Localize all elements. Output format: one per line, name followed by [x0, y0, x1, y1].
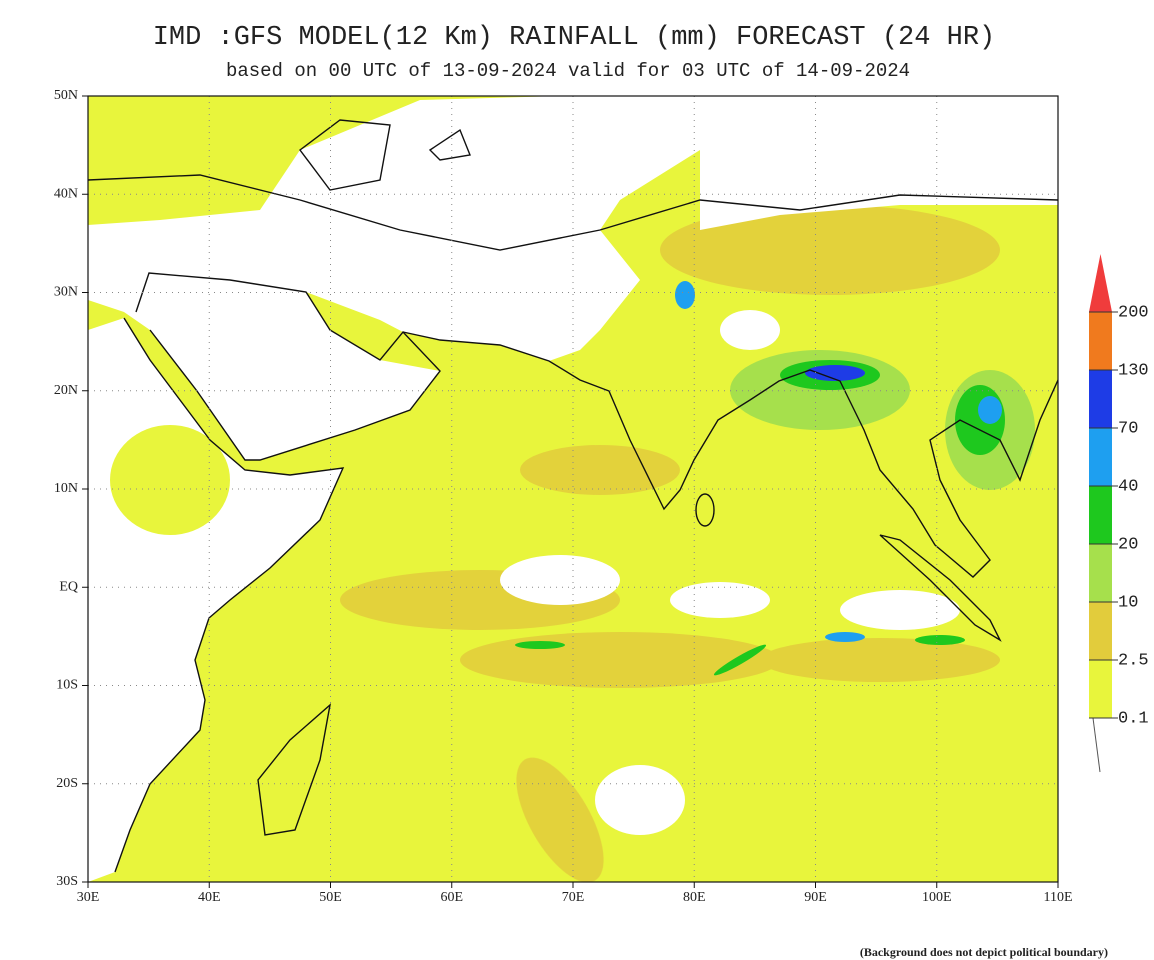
- lon-label: 50E: [319, 890, 342, 905]
- colorbar-label: 2.5: [1118, 651, 1149, 670]
- lon-label: 80E: [683, 890, 706, 905]
- lat-label: EQ: [59, 579, 78, 594]
- colorbar-tail: [1092, 717, 1101, 773]
- lat-label: 50N: [54, 88, 78, 103]
- lon-label: 100E: [922, 890, 952, 905]
- lon-label: 90E: [804, 890, 827, 905]
- colorbar: 0.1 2.5 10 20 40 70 130 200: [1089, 254, 1149, 773]
- colorbar-segment: [1089, 312, 1112, 370]
- coastlines: [88, 119, 1058, 873]
- lat-label: 10N: [54, 481, 78, 496]
- graticule: [88, 96, 1058, 882]
- colorbar-label: 70: [1118, 419, 1138, 438]
- colorbar-segment: [1089, 428, 1112, 486]
- rain-over-land: [100, 115, 230, 535]
- colorbar-segment: [1089, 370, 1112, 428]
- map: [88, 96, 1058, 882]
- lon-label: 30E: [77, 890, 100, 905]
- footer-note: (Background does not depict political bo…: [860, 945, 1108, 959]
- colorbar-segment: [1089, 660, 1112, 718]
- colorbar-label: 40: [1118, 477, 1138, 496]
- lat-label: 10S: [56, 678, 78, 693]
- lat-label: 20N: [54, 383, 78, 398]
- lon-label: 110E: [1043, 890, 1072, 905]
- lon-label: 70E: [562, 890, 585, 905]
- lat-label: 30N: [54, 285, 78, 300]
- heavy-rain-cells: [515, 281, 1035, 676]
- title: IMD :GFS MODEL(12 Km) RAINFALL (mm) FORE…: [153, 23, 996, 53]
- lat-label: 40N: [54, 186, 78, 201]
- colorbar-segment: [1089, 602, 1112, 660]
- colorbar-label: 20: [1118, 535, 1138, 554]
- colorbar-label: 200: [1118, 303, 1149, 322]
- lat-label: 20S: [56, 776, 78, 791]
- colorbar-segment: [1089, 486, 1112, 544]
- lon-label: 40E: [198, 890, 221, 905]
- lat-label: 30S: [56, 874, 78, 889]
- subtitle: based on 00 UTC of 13-09-2024 valid for …: [226, 60, 910, 82]
- colorbar-segment: [1089, 544, 1112, 602]
- colorbar-label: 10: [1118, 593, 1138, 612]
- lon-label: 60E: [440, 890, 463, 905]
- colorbar-label: 130: [1118, 361, 1149, 380]
- colorbar-triangle: [1089, 254, 1112, 312]
- colorbar-label: 0.1: [1118, 709, 1149, 728]
